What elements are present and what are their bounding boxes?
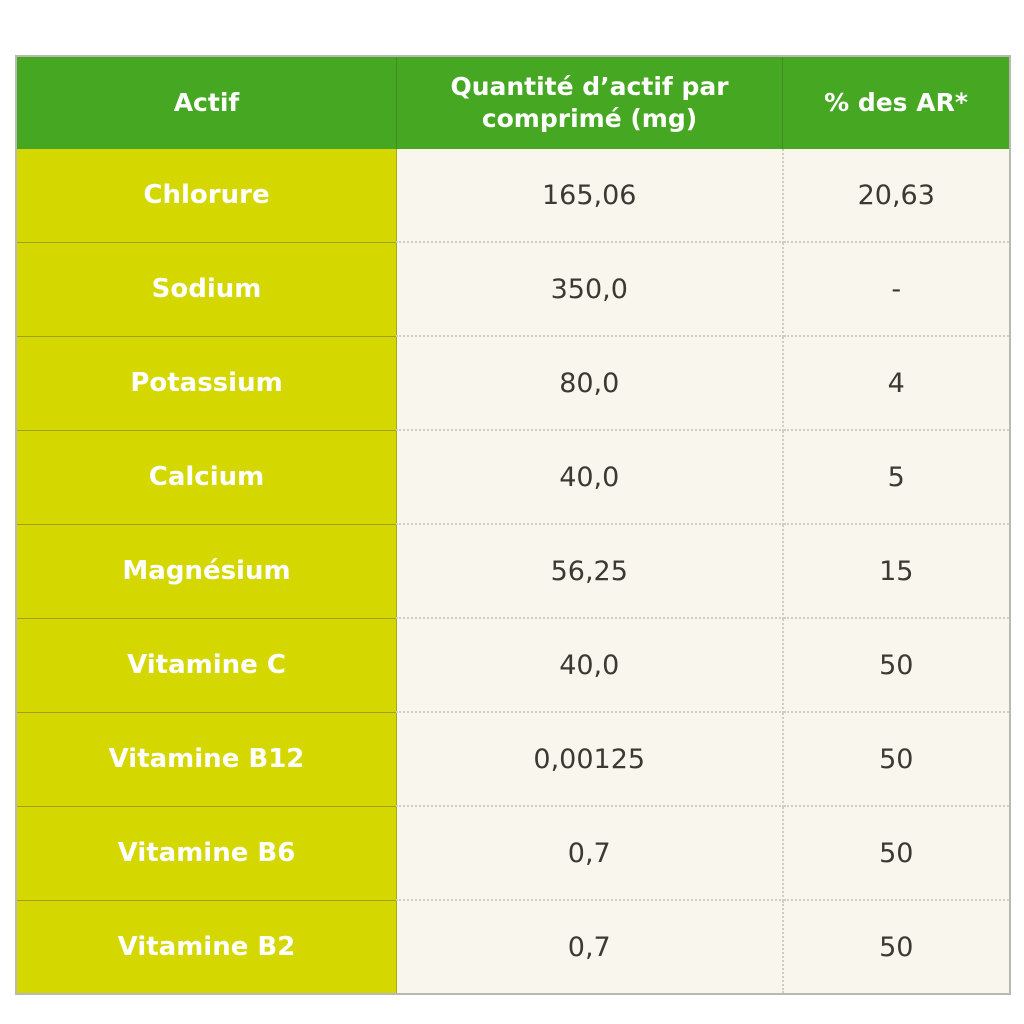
table-row: Sodium 350,0- [16,242,1010,337]
cell-actif: Chlorure [16,149,397,243]
table-row: Vitamine B2 0,7 50 [16,900,1010,994]
header-row: Actif Quantité d’actif par comprimé (mg)… [16,56,1010,149]
cell-actif: Vitamine B6 [16,806,397,901]
table-row: Chlorure 165,06 20,63 [16,149,1010,243]
cell-ar: 50 [782,618,1010,713]
cell-ar: 4 [782,336,1010,431]
cell-actif: Vitamine B2 [16,900,397,994]
cell-quantite: 350,0 [396,242,784,337]
nutrition-table: Actif Quantité d’actif par comprimé (mg)… [15,55,1011,995]
cell-actif: Vitamine C [16,618,397,713]
table-row: Potassium 80,0 4 [16,336,1010,431]
cell-quantite: 0,7 [396,900,784,994]
cell-actif: Sodium [16,242,397,337]
table-row: Calcium 40,0 5 [16,430,1010,525]
cell-quantite: 0,7 [396,806,784,901]
cell-ar: 5 [782,430,1010,525]
table-row: Vitamine B6 0,7 50 [16,806,1010,901]
cell-quantite: 40,0 [396,430,784,525]
header-ar: % des AR* [782,56,1010,149]
table-row: Magnésium 56,25 15 [16,524,1010,619]
cell-actif: Vitamine B12 [16,712,397,807]
cell-quantite: 165,06 [396,149,784,243]
cell-actif: Calcium [16,430,397,525]
header-actif: Actif [16,56,397,149]
cell-actif: Potassium [16,336,397,431]
cell-quantite: 40,0 [396,618,784,713]
cell-quantite: 80,0 [396,336,784,431]
header-quantite: Quantité d’actif par comprimé (mg) [396,56,783,149]
table-row: Vitamine B12 0,00125 50 [16,712,1010,807]
cell-quantite: 0,00125 [396,712,784,807]
cell-quantite: 56,25 [396,524,784,619]
cell-actif: Magnésium [16,524,397,619]
table-row: Vitamine C 40,0 50 [16,618,1010,713]
cell-ar: - [782,242,1010,337]
cell-ar: 15 [782,524,1010,619]
cell-ar: 50 [782,806,1010,901]
cell-ar: 20,63 [782,149,1010,243]
cell-ar: 50 [782,712,1010,807]
cell-ar: 50 [782,900,1010,994]
